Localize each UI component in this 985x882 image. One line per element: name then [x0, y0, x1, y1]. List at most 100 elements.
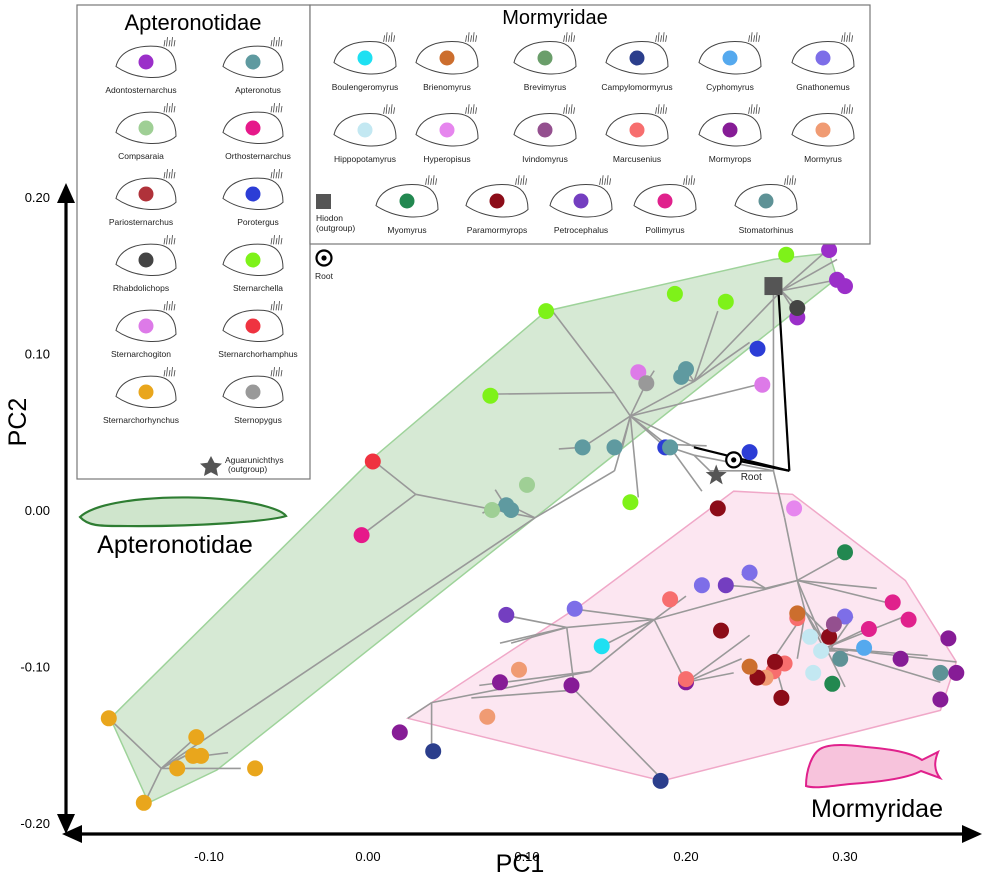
- skull-illustration-icon: [698, 104, 762, 147]
- point-sternarchella: [622, 494, 639, 511]
- skull-illustration-icon: [698, 32, 762, 75]
- legend-color-dot-petrocephalus: [573, 193, 589, 209]
- x-tick-label: 0.30: [832, 849, 857, 864]
- legend-label: Myomyrus: [387, 225, 426, 235]
- point-adontosternarchus: [821, 242, 838, 258]
- legend-item-campylomormyrus: Campylomormyrus: [601, 32, 673, 92]
- point-ivindomyrus: [825, 616, 842, 633]
- legend-color-dot-sternarchorhynchus: [138, 384, 154, 400]
- legend-item-cyphomyrus: Cyphomyrus: [698, 32, 762, 92]
- skull-illustration-icon: [115, 367, 177, 409]
- point-sternarchella: [717, 293, 734, 310]
- tree-branch: [407, 701, 433, 719]
- point-sternarchorhynchus: [135, 794, 152, 811]
- point-sternarchogiton: [630, 364, 647, 381]
- x-axis-left-arrowhead: [62, 825, 82, 843]
- aguarunichthys-legend-entry: Aguarunichthys (outgroup): [200, 455, 284, 476]
- skull-illustration-icon: [115, 301, 177, 343]
- skull-illustration-icon: [633, 175, 697, 218]
- legend-label: Rhabdolichops: [113, 283, 169, 293]
- point-sternopygus: [638, 375, 655, 392]
- skull-illustration-icon: [333, 104, 397, 147]
- x-axis-label: PC1: [496, 850, 545, 878]
- legend-apteronotidae: Apteronotidae Adontosternarchus Apteronot…: [76, 4, 311, 480]
- tree-branch: [780, 247, 830, 292]
- axis-tick-labels: -0.10 0.00 0.10 0.20 0.30 0.20 0.10 0.00 -0.10 -0…: [20, 190, 857, 864]
- point-sternarchorhynchus: [193, 747, 210, 764]
- tree-branch: [590, 618, 655, 672]
- legend-item-gnathonemus: Gnathonemus: [791, 32, 855, 92]
- legend-color-dot-ivindomyrus: [537, 122, 553, 138]
- legend-label: Hyperopisus: [423, 154, 470, 164]
- point-gnathonemus: [741, 564, 758, 581]
- legend-item-sternarchella: Sternarchella: [222, 235, 284, 293]
- legend-label: Petrocephalus: [554, 225, 608, 235]
- tree-branch: [629, 380, 695, 417]
- legend-color-dot-sternarchella: [245, 252, 261, 268]
- point-cyphomyrus: [856, 639, 873, 656]
- y-tick-label: 0.20: [25, 190, 50, 205]
- point-mormyrops: [948, 664, 965, 681]
- legend-item-brienomyrus: Brienomyrus: [415, 32, 479, 92]
- point-sternarchella: [482, 387, 499, 404]
- y-tick-label: -0.10: [20, 660, 50, 675]
- rooting-branch: [777, 287, 791, 471]
- root-legend-label: Root: [315, 271, 334, 281]
- skull-illustration-icon: [465, 175, 529, 218]
- hiodon-label: Hiodon: [316, 213, 343, 223]
- point-gnathonemus: [566, 600, 583, 617]
- tree-branch: [685, 634, 751, 683]
- legend-item-rhabdolichops: Rhabdolichops: [113, 235, 177, 293]
- point-mormyrops: [492, 674, 508, 691]
- skull-illustration-icon: [115, 37, 177, 79]
- point-stomatorhinus: [932, 664, 949, 681]
- point-petrocephalus: [717, 577, 734, 594]
- point-sternarchogiton: [754, 376, 771, 393]
- legend-label: Sternarchella: [233, 283, 283, 293]
- legend-color-dot-brienomyrus: [439, 50, 455, 66]
- point-sternarchorhynchus: [188, 729, 205, 746]
- point-apteronotus: [678, 361, 694, 378]
- legend-label: Campylomormyrus: [601, 82, 672, 92]
- mormyridae-group-label: Mormyridae: [811, 795, 943, 823]
- point-stomatorhinus: [832, 650, 849, 667]
- legend-label: Orthosternarchus: [225, 151, 291, 161]
- legend-item-sternarchorhamphus: Sternarchorhamphus: [218, 301, 298, 359]
- point-pollimyrus: [884, 594, 901, 611]
- point-brienomyrus: [789, 605, 806, 622]
- legend-color-dot-orthosternarchus: [245, 120, 261, 136]
- tree-branch: [613, 392, 632, 417]
- point-mormyrops: [563, 677, 580, 694]
- legend-label: Compsaraia: [118, 151, 164, 161]
- point-mormyrus: [511, 661, 527, 678]
- legend-color-dot-porotergus: [245, 186, 261, 202]
- apteronotidae-silhouette: Apteronotidae: [78, 496, 288, 559]
- legend-color-dot-marcusenius: [629, 122, 645, 138]
- legend-item-pollimyrus: Pollimyrus: [633, 175, 697, 235]
- point-paramormyrops: [773, 689, 790, 706]
- legend-color-dot-boulengeromyrus: [357, 50, 373, 66]
- tree-branch: [772, 470, 786, 519]
- point-paramormyrops: [749, 669, 766, 686]
- tree-branch: [551, 310, 616, 394]
- knifefish-silhouette-icon: [78, 496, 288, 528]
- point-campylomormyrus: [652, 772, 669, 789]
- x-axis-right-arrowhead: [962, 825, 982, 843]
- legend-item-apteronotus: Apteronotus: [222, 37, 284, 95]
- tree-branch: [685, 672, 734, 684]
- point-apteronotus: [606, 439, 623, 456]
- legend-mormyridae-title: Mormyridae: [502, 7, 608, 29]
- root-marker-center: [731, 457, 737, 463]
- legend-label: Pariosternarchus: [109, 217, 173, 227]
- tree-branch: [108, 717, 162, 769]
- tree-branch: [653, 595, 687, 621]
- tree-branch: [693, 341, 751, 383]
- tree-branch: [630, 383, 758, 417]
- point-hippopotamyrus: [813, 642, 830, 659]
- skull-illustration-icon: [222, 169, 284, 211]
- legend-item-compsaraia: Compsaraia: [115, 103, 177, 161]
- legend-item-mormyrus: Mormyrus: [791, 104, 855, 164]
- skull-illustration-icon: [115, 235, 177, 277]
- legend-label: Gnathonemus: [796, 82, 849, 92]
